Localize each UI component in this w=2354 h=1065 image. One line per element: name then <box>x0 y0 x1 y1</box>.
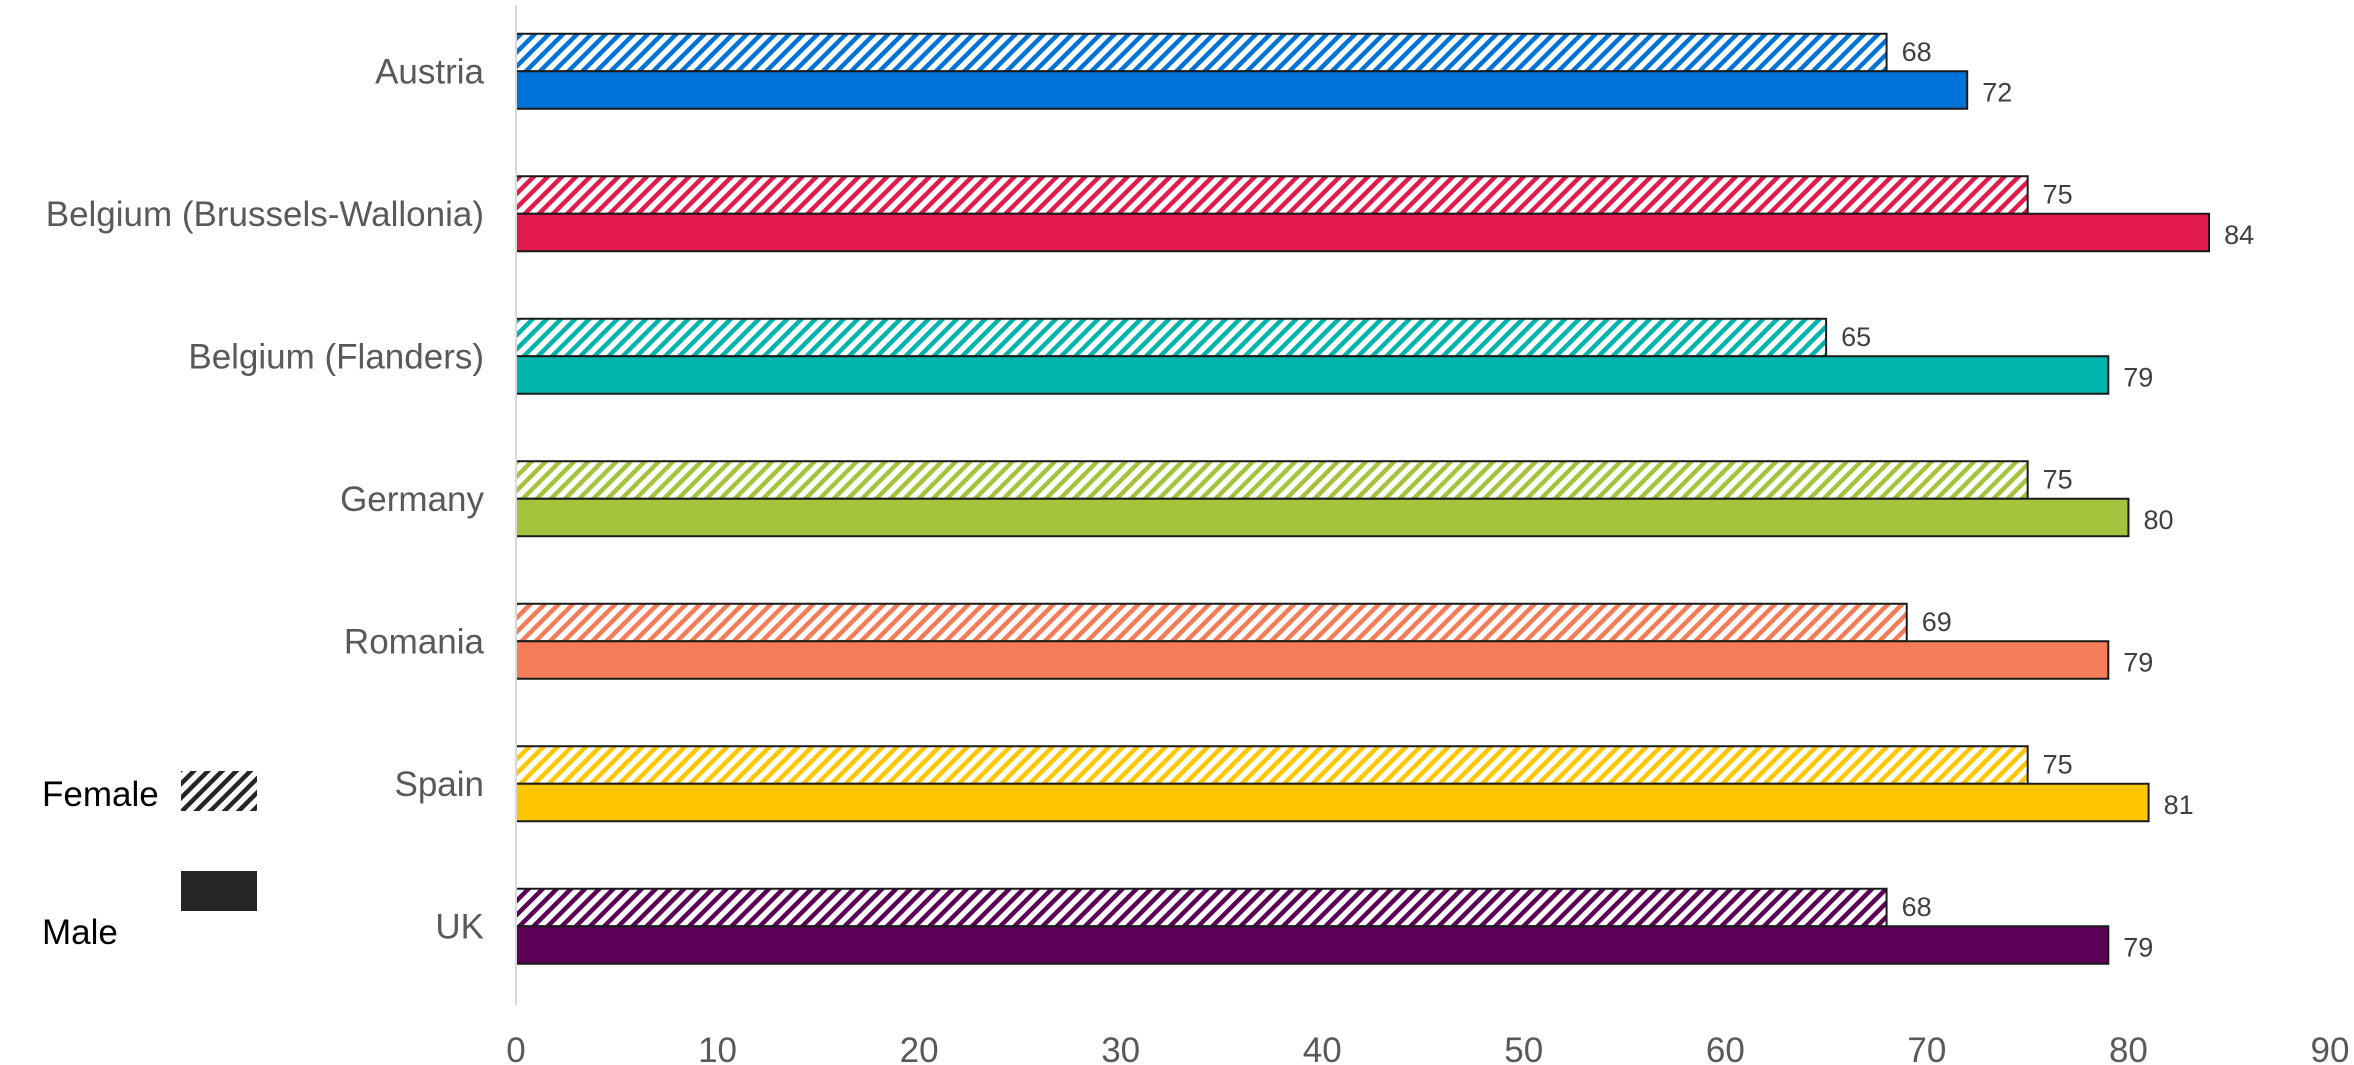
bar-female-belgium-brussels-wallonia <box>515 175 2029 215</box>
bar-female-romania <box>515 602 1908 643</box>
x-tick-label-50: 50 <box>1504 1031 1543 1065</box>
category-label-austria: Austria <box>375 52 484 91</box>
data-label-female-belgium-flanders: 65 <box>1841 322 1871 352</box>
bar-male-belgium-brussels-wallonia <box>515 212 2211 253</box>
data-label-male-austria: 72 <box>1982 77 2012 107</box>
bar-female-germany <box>515 460 2029 500</box>
data-label-female-romania: 69 <box>1922 607 1952 637</box>
data-label-female-uk: 68 <box>1902 892 1932 922</box>
x-tick-label-70: 70 <box>1907 1031 1946 1065</box>
x-tick-label-90: 90 <box>2311 1031 2350 1065</box>
data-label-female-germany: 75 <box>2043 464 2073 494</box>
category-label-belgium-brussels-wallonia: Belgium (Brussels-Wallonia) <box>46 195 484 234</box>
legend-label-male: Male <box>42 913 118 952</box>
bar-female-uk <box>515 887 1888 928</box>
bar-male-romania <box>515 640 2110 680</box>
x-tick-label-20: 20 <box>900 1031 939 1065</box>
data-label-male-belgium-brussels-wallonia: 84 <box>2224 220 2254 250</box>
legend-swatch-male <box>181 871 257 911</box>
category-label-spain: Spain <box>394 765 484 804</box>
legend-label-female: Female <box>42 775 159 814</box>
data-label-male-romania: 79 <box>2123 647 2153 677</box>
x-tick-label-10: 10 <box>698 1031 737 1065</box>
bar-female-austria <box>515 32 1888 73</box>
data-label-female-spain: 75 <box>2043 749 2073 779</box>
bar-male-uk <box>515 925 2110 965</box>
bar-male-spain <box>515 782 2150 823</box>
bars-layer <box>515 32 2211 965</box>
data-label-male-uk: 79 <box>2123 932 2153 962</box>
bar-male-germany <box>515 497 2130 538</box>
data-label-male-spain: 81 <box>2164 790 2194 820</box>
category-label-germany: Germany <box>340 480 484 519</box>
legend: Female Male <box>42 771 257 952</box>
x-tick-label-30: 30 <box>1101 1031 1140 1065</box>
x-tick-label-80: 80 <box>2109 1031 2148 1065</box>
bar-male-austria <box>515 70 1969 110</box>
data-label-female-austria: 68 <box>1902 37 1932 67</box>
category-label-uk: UK <box>435 907 484 946</box>
data-label-male-belgium-flanders: 79 <box>2123 362 2153 392</box>
x-tick-label-0: 0 <box>506 1031 525 1065</box>
bar-male-belgium-flanders <box>515 355 2110 395</box>
legend-swatch-female <box>181 771 257 811</box>
x-tick-label-40: 40 <box>1303 1031 1342 1065</box>
category-label-romania: Romania <box>344 622 485 661</box>
labels-layer: Austria 68 72 Belgium (Brussels-Wallonia) 75… <box>46 37 2350 1065</box>
data-label-male-germany: 80 <box>2143 505 2173 535</box>
bar-female-spain <box>515 745 2029 785</box>
category-label-belgium-flanders: Belgium (Flanders) <box>188 337 484 376</box>
bar-female-belgium-flanders <box>515 317 1828 358</box>
x-tick-label-60: 60 <box>1706 1031 1745 1065</box>
data-label-female-belgium-brussels-wallonia: 75 <box>2043 179 2073 209</box>
